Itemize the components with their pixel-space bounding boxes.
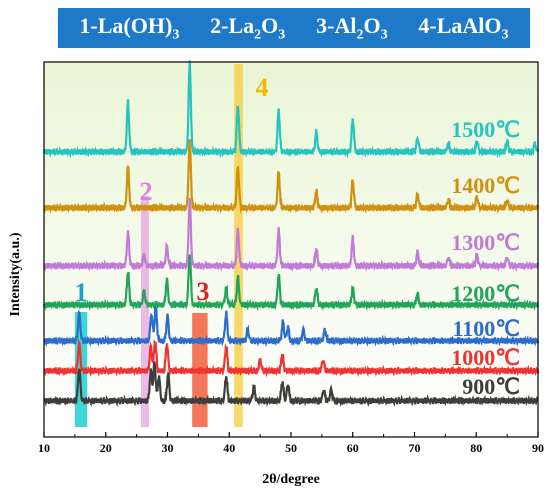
x-axis-title: 2θ/degree: [262, 472, 320, 487]
legend-banner: 1-La(OH)3 2-La2O3 3-Al2O3 4-LaAlO3: [58, 8, 530, 48]
legend-item-1: 1-La(OH)3: [79, 12, 180, 43]
series-line-4: [43, 197, 540, 273]
x-tick-label-30: 30: [162, 441, 174, 455]
x-tick-label-90: 90: [532, 441, 544, 455]
legend-item-3: 3-Al2O3: [316, 12, 388, 43]
series-label-3: 1200℃: [451, 281, 520, 306]
band-label-3: 3: [197, 277, 210, 306]
series-line-5: [42, 139, 540, 214]
series-line-6: [42, 60, 540, 159]
series-line-3: [42, 253, 540, 312]
series-label-1: 1000℃: [451, 345, 520, 370]
band-label-4: 4: [256, 73, 269, 102]
series-label-0: 900℃: [462, 374, 520, 399]
legend-item-4: 4-LaAlO3: [418, 12, 509, 43]
x-tick-label-50: 50: [285, 441, 297, 455]
legend-item-2: 2-La2O3: [210, 12, 286, 43]
x-tick-label-80: 80: [470, 441, 482, 455]
series-line-0: [43, 361, 539, 408]
series-line-1: [43, 338, 540, 378]
x-tick-label-70: 70: [409, 441, 421, 455]
x-tick-label-10: 10: [38, 441, 50, 455]
series-label-5: 1400℃: [451, 173, 520, 198]
x-tick-label-20: 20: [100, 441, 112, 455]
x-tick-label-60: 60: [347, 441, 359, 455]
y-axis-title: Intensity(a.u.): [8, 232, 23, 316]
band-2: [140, 196, 149, 427]
series-line-2: [43, 303, 540, 348]
series-label-4: 1300℃: [451, 230, 520, 255]
band-label-1: 1: [75, 278, 88, 307]
series-label-6: 1500℃: [451, 117, 520, 142]
x-tick-label-40: 40: [223, 441, 235, 455]
band-label-2: 2: [140, 177, 153, 206]
series-label-2: 1100℃: [453, 316, 521, 341]
